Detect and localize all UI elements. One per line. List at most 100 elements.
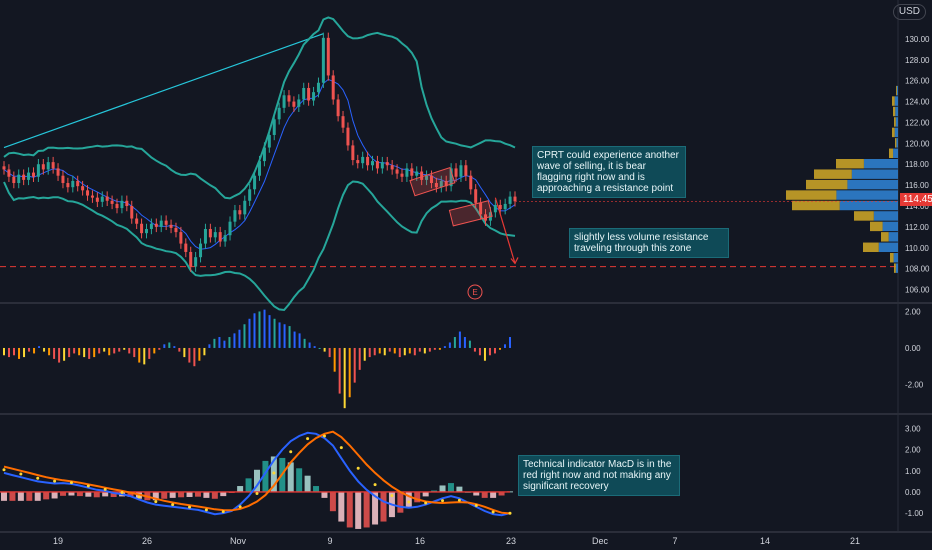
oscillator-bar <box>443 346 446 348</box>
candle-body <box>174 227 178 233</box>
volume-profile-bar <box>895 117 898 127</box>
macd-axis-tick: 3.00 <box>905 425 921 434</box>
oscillator-bar <box>288 326 291 348</box>
macd-histogram-bar <box>329 491 336 512</box>
oscillator-bar <box>298 333 301 348</box>
candle <box>110 195 114 210</box>
oscillator-bar <box>18 347 21 359</box>
candle-body <box>316 82 320 93</box>
price-axis-tick: 128.00 <box>905 56 930 65</box>
oscillator-bar <box>448 342 451 348</box>
candle <box>71 175 75 193</box>
candle-body <box>86 190 90 196</box>
annotation-volume-zone[interactable]: slightly less volume resistance travelin… <box>569 228 729 258</box>
macd-histogram-bar <box>60 491 67 496</box>
candle-body <box>2 166 6 170</box>
price-axis-tick: 114.00 <box>905 202 929 211</box>
candle <box>277 102 281 125</box>
candle <box>56 163 60 181</box>
macd-axis-tick: 2.00 <box>905 446 921 455</box>
candle-body <box>292 101 296 107</box>
macd-histogram-bar <box>220 491 227 497</box>
candle-body <box>449 168 453 187</box>
oscillator-bar <box>188 347 191 363</box>
candle <box>149 218 153 235</box>
price-axis-tick: 124.00 <box>905 98 930 107</box>
currency-selector[interactable]: USD <box>892 4 926 20</box>
last-price-label: 114.45 <box>900 193 932 206</box>
candle-body <box>140 223 144 234</box>
candle <box>164 215 168 231</box>
candle <box>208 223 212 243</box>
oscillator-bar <box>103 347 106 352</box>
macd-histogram-bar <box>287 462 294 492</box>
macd-dot <box>86 484 90 488</box>
flag-box <box>409 166 456 197</box>
candle <box>400 168 404 182</box>
macd-histogram-bar <box>397 491 404 513</box>
candle <box>336 94 340 122</box>
oscillator-bar <box>423 347 426 354</box>
candle <box>169 219 173 234</box>
volume-profile-bar <box>893 148 898 158</box>
macd-dot <box>457 498 461 502</box>
candle <box>371 155 375 171</box>
oscillator-axis-tick: 2.00 <box>905 307 921 316</box>
candle-body <box>22 174 26 180</box>
candle-body <box>238 210 242 215</box>
candle-body <box>361 156 365 164</box>
macd-histogram-bar <box>321 491 328 498</box>
time-axis-tick: 19 <box>53 536 63 546</box>
oscillator-bar <box>398 347 401 358</box>
volume-profile-bar <box>896 85 897 96</box>
oscillator-bar <box>283 324 286 348</box>
macd-histogram-bar <box>372 491 379 525</box>
oscillator-bar <box>368 347 371 358</box>
macd-histogram-bar <box>93 491 100 498</box>
candle <box>321 32 325 88</box>
volume-profile-bar <box>792 200 840 211</box>
volume-profile-bar <box>890 253 894 263</box>
macd-dot <box>204 508 208 512</box>
oscillator-bar <box>488 347 491 356</box>
volume-profile-bar <box>806 179 848 190</box>
macd-dot <box>2 468 6 472</box>
candle <box>361 151 365 169</box>
projection-arrowhead <box>510 257 519 265</box>
candle <box>31 167 35 182</box>
macd-dot <box>36 476 40 480</box>
macd-dot <box>441 499 445 503</box>
volume-profile-bar <box>896 85 898 96</box>
annotation-macd[interactable]: Technical indicator MacD is in the red r… <box>518 455 680 496</box>
macd-histogram-bar <box>17 491 24 501</box>
earnings-marker <box>467 284 483 300</box>
candle-body <box>115 203 119 209</box>
candle <box>154 218 158 233</box>
macd-histogram-bar <box>447 483 454 492</box>
candle <box>380 156 384 174</box>
oscillator-bar <box>358 347 361 370</box>
candle <box>100 191 104 208</box>
candle-body <box>326 37 330 76</box>
candle-body <box>493 204 497 213</box>
oscillator-bar <box>38 346 41 348</box>
candle-body <box>375 161 379 169</box>
candle <box>459 160 463 182</box>
volume-profile-bar <box>847 179 898 190</box>
candle-body <box>184 243 188 252</box>
annotation-bear-flag[interactable]: CPRT could experience another wave of se… <box>532 146 686 198</box>
candle-body <box>7 169 11 177</box>
volume-profile-bar <box>854 211 874 221</box>
oscillator-bar <box>323 347 326 352</box>
candle <box>508 191 512 210</box>
oscillator-bar <box>458 331 461 348</box>
candle-body <box>415 171 419 176</box>
candle-body <box>243 200 247 215</box>
macd-histogram-bar <box>237 486 244 492</box>
bollinger-lower <box>3 180 516 312</box>
oscillator-bar <box>123 347 126 350</box>
candle <box>2 161 6 175</box>
macd-dot <box>407 500 411 504</box>
oscillator-bar <box>253 313 256 348</box>
